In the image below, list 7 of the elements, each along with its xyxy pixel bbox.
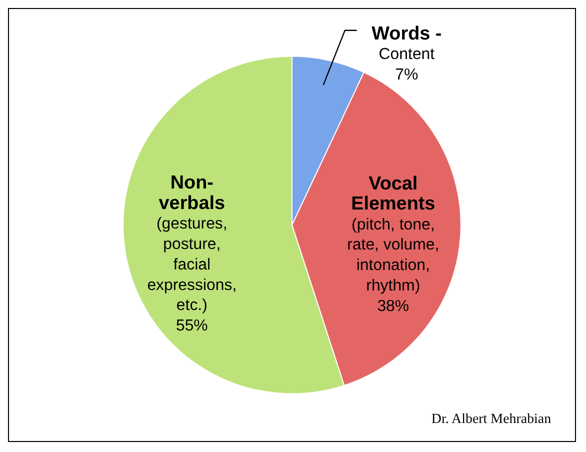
slice-label: Non-verbals (gestures, posture, facial expressions, etc.) [147, 172, 237, 314]
slice-label: Vocal Elements (pitch, tone, rate, volume, intonation, rhythm) [347, 173, 440, 294]
slice-label: Words - Content [372, 24, 442, 64]
data-label: 7% [395, 66, 418, 84]
data-label: 38% [377, 298, 410, 315]
text: Dr. Albert Mehrabian [431, 412, 552, 427]
data-label: 55% [176, 318, 208, 335]
